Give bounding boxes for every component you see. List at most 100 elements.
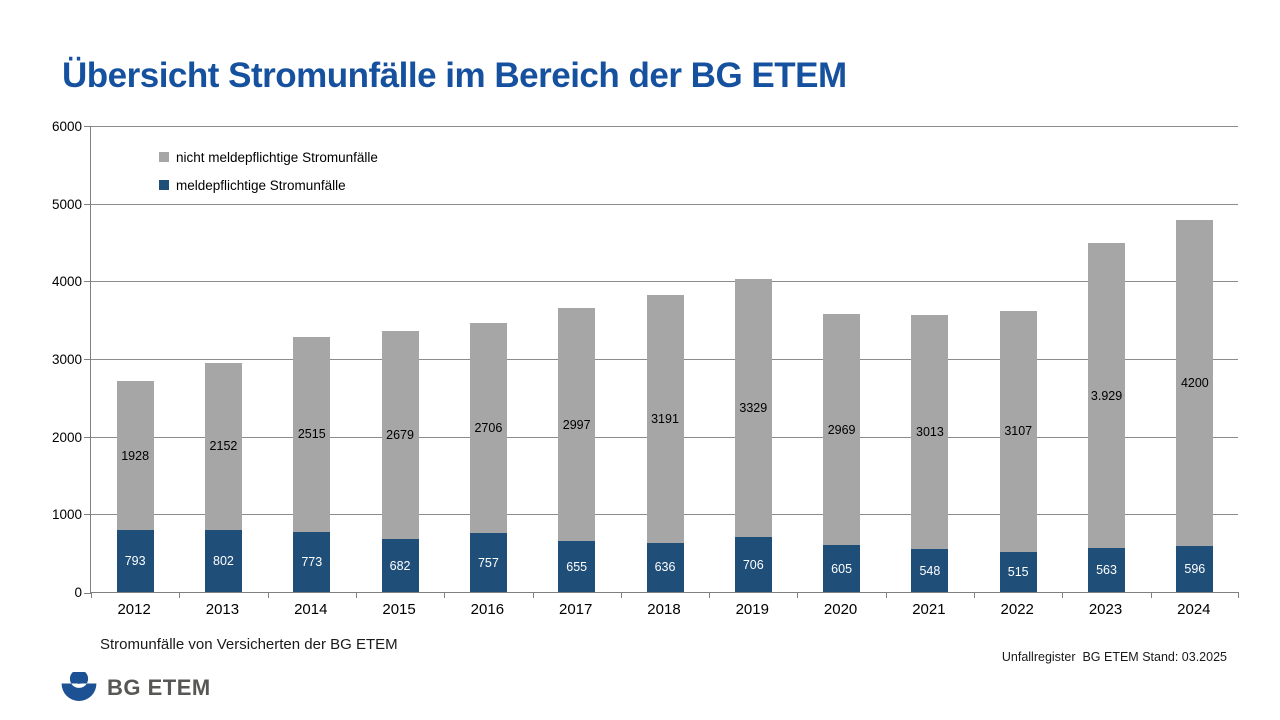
x-axis-tick-label: 2021	[912, 601, 946, 618]
bar-value-label: 3013	[916, 425, 944, 440]
legend-item: nicht meldepflichtige Stromunfälle	[159, 143, 378, 171]
y-axis-tick	[84, 514, 91, 516]
x-axis-tick	[179, 592, 180, 598]
bar-segment-reportable: 563	[1088, 548, 1126, 592]
logo-text: BG ETEM	[107, 674, 211, 700]
chart-caption: Stromunfälle von Versicherten der BG ETE…	[100, 636, 398, 653]
x-axis-tick	[797, 592, 798, 598]
gridline	[91, 203, 1238, 205]
bar-value-label: 605	[831, 561, 853, 576]
bar-2018: 3191 636	[646, 294, 684, 592]
bar-2022: 3107 515	[999, 310, 1037, 592]
x-axis-tick-label: 2016	[470, 601, 505, 618]
bar-value-label: 2679	[386, 427, 414, 442]
bar-2012: 1928 793	[116, 380, 154, 592]
bar-segment-non-reportable: 3.929	[1088, 243, 1126, 549]
chart-legend: nicht meldepflichtige Stromunfälle meldep…	[159, 143, 378, 199]
x-axis-tick	[886, 592, 887, 598]
gridline	[91, 281, 1238, 283]
bar-value-label: 548	[919, 563, 941, 578]
y-axis-tick	[84, 203, 91, 205]
bar-value-label: 802	[213, 553, 234, 568]
bar-segment-reportable: 548	[911, 549, 949, 592]
bar-value-label: 596	[1184, 561, 1206, 576]
y-axis-tick	[84, 593, 91, 594]
bar-segment-non-reportable: 2152	[204, 362, 242, 530]
x-axis-tick	[1151, 592, 1152, 598]
bar-value-label: 655	[566, 559, 588, 574]
bar-2023: 3.929 563	[1088, 243, 1126, 592]
bar-value-label: 706	[742, 557, 764, 572]
x-axis-tick-label: 2018	[647, 601, 681, 618]
bar-segment-reportable: 706	[734, 537, 772, 592]
bar-value-label: 2152	[209, 438, 238, 453]
bar-2021: 3013 548	[911, 315, 949, 592]
y-axis-tick	[84, 359, 91, 360]
x-axis-tick	[444, 592, 445, 598]
legend-marker	[159, 180, 169, 190]
bar-value-label: 682	[389, 558, 411, 573]
bar-segment-reportable: 757	[469, 533, 507, 592]
bar-segment-non-reportable: 2515	[293, 336, 331, 532]
bar-segment-non-reportable: 1928	[116, 380, 154, 531]
y-axis-tick-label: 6000	[51, 119, 82, 134]
x-axis-tick-label: 2014	[294, 601, 328, 618]
bar-segment-non-reportable: 2679	[381, 330, 419, 540]
x-axis-tick	[356, 592, 357, 598]
bar-2017: 2997 655	[558, 308, 596, 592]
bar-value-label: 3.929	[1090, 388, 1123, 403]
x-axis-tick-label: 2012	[117, 601, 151, 618]
y-axis-tick-label: 2000	[51, 429, 82, 445]
x-axis-tick-label: 2022	[1000, 601, 1034, 618]
legend-item: meldepflichtige Stromunfälle	[159, 171, 378, 199]
x-axis-tick	[974, 592, 975, 598]
y-axis-tick-label: 3000	[51, 352, 82, 367]
bar-segment-reportable: 682	[381, 539, 419, 592]
bar-segment-reportable: 773	[293, 531, 331, 592]
bar-2014: 2515 773	[293, 336, 331, 592]
x-axis-tick-label: 2023	[1088, 601, 1123, 618]
chart-plot: nicht meldepflichtige Stromunfälle meldep…	[84, 126, 1239, 598]
y-axis-tick	[84, 281, 91, 283]
x-axis-tick	[533, 592, 534, 598]
legend-label: nicht meldepflichtige Stromunfälle	[176, 149, 378, 165]
bar-segment-reportable: 802	[204, 529, 242, 592]
bar-2016: 2706 757	[469, 323, 507, 592]
bar-value-label: 3107	[1004, 424, 1033, 439]
bar-value-label: 4200	[1180, 375, 1209, 390]
bar-value-label: 563	[1096, 562, 1117, 577]
bar-segment-non-reportable: 2706	[469, 323, 507, 534]
bar-value-label: 515	[1007, 564, 1029, 579]
bar-segment-non-reportable: 3329	[734, 278, 772, 538]
x-axis-tick-label: 2024	[1177, 601, 1211, 618]
bar-2013: 2152 802	[204, 362, 242, 592]
x-axis-tick	[1062, 592, 1063, 598]
bar-segment-reportable: 655	[558, 541, 596, 592]
bar-value-label: 636	[654, 560, 676, 575]
y-axis-labels: 0 1000 2000 3000 4000 5000 6000	[28, 120, 82, 599]
x-axis-tick	[268, 592, 269, 598]
y-axis-tick	[84, 126, 91, 127]
bar-segment-reportable: 605	[823, 545, 861, 592]
bar-segment-non-reportable: 3107	[999, 310, 1037, 553]
bar-value-label: 3191	[651, 411, 679, 426]
y-axis-tick	[84, 436, 91, 438]
bar-2024: 4200 596	[1176, 219, 1214, 592]
bar-segment-non-reportable: 2969	[823, 314, 861, 546]
bar-2019: 3329 706	[734, 278, 772, 592]
bar-2020: 2969 605	[823, 314, 861, 592]
chart-title: Übersicht Stromunfälle im Bereich der BG…	[62, 56, 847, 95]
bar-value-label: 793	[124, 553, 146, 568]
bar-value-label: 1928	[121, 448, 150, 463]
gridline	[91, 126, 1238, 127]
bar-2015: 2679 682	[381, 330, 419, 592]
x-axis-tick	[709, 592, 710, 598]
x-axis-tick-label: 2017	[558, 601, 593, 618]
bar-segment-non-reportable: 3013	[911, 315, 949, 550]
source-note: Unfallregister BG ETEM Stand: 03.2025	[1001, 650, 1227, 664]
bar-segment-reportable: 515	[999, 552, 1037, 592]
bar-value-label: 773	[301, 554, 323, 569]
bar-value-label: 2969	[827, 422, 856, 437]
x-axis-labels: 2012 2013 2014 2015 2016 2017 2018 2019 2020 2021…	[90, 601, 1238, 625]
